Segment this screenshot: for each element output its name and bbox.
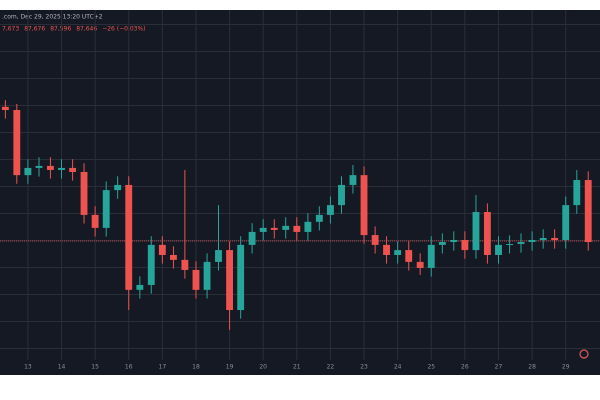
candle-body: [326, 205, 334, 215]
candle-body: [248, 231, 256, 245]
candle-body: [483, 212, 491, 255]
ohlc-row: 7,673 87,676 87,596 87,646 −26 (−0.03%): [2, 26, 146, 33]
candle-body: [461, 239, 469, 251]
candle-body: [270, 227, 278, 230]
x-tick-label: 21: [293, 364, 301, 371]
x-tick-label: 19: [226, 364, 234, 371]
candle-body: [58, 167, 65, 170]
candle-body: [282, 225, 290, 230]
candle-body: [91, 214, 99, 228]
x-tick-label: 29: [562, 364, 570, 371]
candle-body: [528, 239, 536, 243]
candle-body: [338, 184, 345, 206]
candle-body: [383, 244, 390, 255]
candle-body: [215, 250, 222, 262]
candle-body: [136, 284, 144, 290]
candle-body: [551, 237, 559, 240]
candle-body: [506, 244, 514, 246]
x-tick-label: 23: [360, 364, 368, 371]
candle-body: [226, 250, 234, 311]
candle-body: [181, 259, 189, 270]
candle-body: [102, 190, 110, 228]
candle-body: [293, 225, 301, 232]
candle-body: [539, 237, 547, 240]
logo: [579, 349, 589, 359]
candle-body: [304, 221, 312, 232]
candle-body: [125, 184, 133, 290]
source-line: .com, Dec 29, 2025 13:20 UTC+2: [2, 14, 103, 21]
candle-body: [158, 244, 166, 255]
candle-body: [35, 165, 43, 168]
candle-body: [114, 184, 122, 191]
candle-body: [394, 250, 402, 255]
ohlc-value: 87,646: [76, 26, 97, 33]
candle-body: [24, 167, 32, 176]
grid-pattern: [0, 24, 600, 354]
candle-body: [13, 109, 21, 176]
candle-body: [259, 227, 267, 232]
candle-body: [315, 214, 323, 222]
candle-body: [427, 244, 435, 268]
candle-body: [46, 165, 54, 170]
x-tick-label: 13: [24, 364, 32, 371]
x-tick-label: 25: [427, 364, 435, 371]
candle-body: [192, 269, 200, 290]
x-tick-label: 24: [394, 364, 402, 371]
candle-body: [69, 167, 77, 172]
candle-body: [495, 244, 502, 255]
candles: [1, 100, 592, 330]
x-tick-label: 18: [192, 364, 200, 371]
ohlc-value: −26 (−0.03%): [102, 26, 145, 33]
x-tick-label: 16: [125, 364, 133, 371]
x-tick-label: 17: [159, 364, 167, 371]
x-tick-label: 15: [91, 364, 99, 371]
candle-body: [472, 212, 480, 251]
candle-body: [147, 244, 155, 285]
candle-body: [349, 175, 357, 185]
x-tick-label: 22: [327, 364, 335, 371]
candle-body: [416, 261, 424, 268]
x-tick-label: 28: [528, 364, 536, 371]
candle-body: [517, 242, 525, 245]
candle-body: [360, 175, 368, 236]
candle-body: [573, 180, 581, 206]
x-tick-label: 27: [495, 364, 503, 371]
ohlc-value: 87,676: [24, 26, 45, 33]
candle-body: [584, 180, 592, 243]
candle-body: [371, 235, 379, 245]
candle-body: [450, 239, 458, 243]
ohlc-value: 87,596: [50, 26, 71, 33]
candle-body: [562, 205, 570, 240]
x-tick-label: 20: [259, 364, 267, 371]
ohlc-value: 7,673: [2, 26, 19, 33]
x-tick-label: 26: [461, 364, 469, 371]
candle-body: [438, 242, 446, 245]
x-tick-label: 14: [58, 364, 66, 371]
candle-body: [1, 106, 9, 110]
candle-body: [170, 254, 177, 260]
candle-body: [203, 261, 211, 290]
candle-body: [80, 171, 88, 215]
candle-body: [237, 244, 245, 311]
candle-body: [405, 250, 413, 262]
